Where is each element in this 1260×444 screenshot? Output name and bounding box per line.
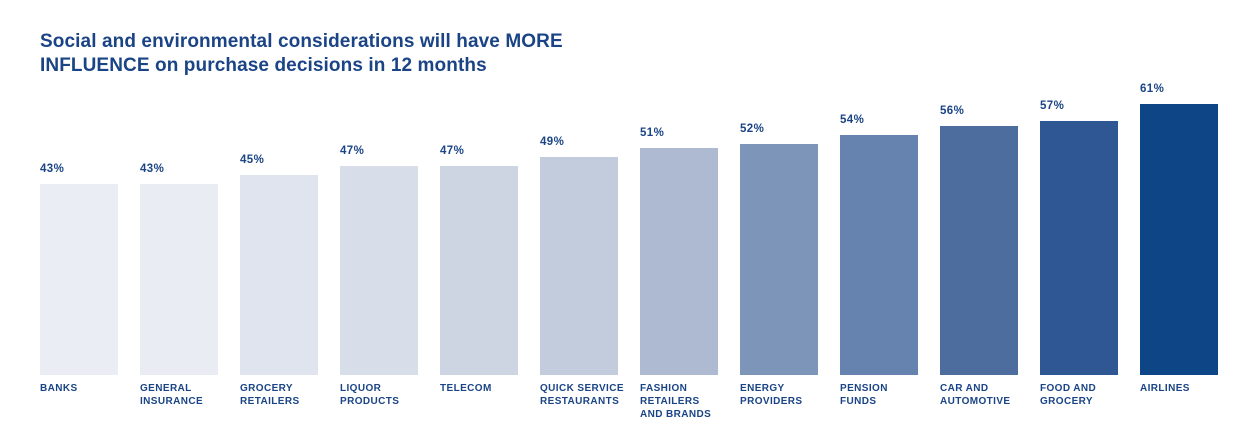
bar-category-label: TELECOM <box>440 383 492 394</box>
bar-category-label: AIRLINES <box>1140 383 1190 394</box>
bar <box>540 157 618 375</box>
bar-value-label: 49% <box>540 136 565 148</box>
bar <box>1040 121 1118 375</box>
bar-group: 61% AIRLINES <box>1140 83 1218 394</box>
bar <box>940 126 1018 375</box>
bar-value-label: 43% <box>140 163 165 175</box>
bar-value-label: 56% <box>940 105 965 117</box>
bar <box>340 166 418 375</box>
bar-category-label: LIQUOR PRODUCTS <box>340 383 400 407</box>
bar-value-label: 47% <box>440 145 465 157</box>
bar-group: 45% GROCERY RETAILERS <box>240 85 318 407</box>
bar <box>240 175 318 375</box>
bar-category-label: BANKS <box>40 383 78 394</box>
bar-group: 52% ENERGY PROVIDERS <box>740 85 818 407</box>
bar-value-label: 51% <box>640 127 665 139</box>
bar-category-label: FOOD AND GROCERY <box>1040 383 1097 407</box>
bar <box>840 135 918 375</box>
bar-group: 56% CAR AND AUTOMOTIVE <box>940 85 1018 407</box>
chart-title: Social and environmental considerations … <box>40 31 563 76</box>
bar-group: 43% BANKS <box>40 85 118 394</box>
bar-category-label: PENSION FUNDS <box>840 383 888 407</box>
bar-group: 47% TELECOM <box>440 85 518 394</box>
bar-value-label: 43% <box>40 163 65 175</box>
bar-chart: 43% BANKS 43% GENERAL INSURANCE 45% GROCERY R… <box>40 83 1218 420</box>
bar-category-label: GROCERY RETAILERS <box>240 383 300 407</box>
bar <box>440 166 518 375</box>
bar-category-label: CAR AND AUTOMOTIVE <box>940 383 1011 407</box>
bar-value-label: 52% <box>740 123 765 135</box>
bar-group: 47% LIQUOR PRODUCTS <box>340 85 418 407</box>
bar <box>140 184 218 375</box>
bar-value-label: 45% <box>240 154 265 166</box>
bar-value-label: 61% <box>1140 83 1165 95</box>
bar-category-label: FASHION RETAILERS AND BRANDS <box>640 383 712 420</box>
bar-group: 54% PENSION FUNDS <box>840 85 918 407</box>
bar-category-label: QUICK SERVICE RESTAURANTS <box>540 383 624 407</box>
bar-group: 49% QUICK SERVICE RESTAURANTS <box>540 85 624 407</box>
bar <box>40 184 118 375</box>
bar-group: 57% FOOD AND GROCERY <box>1040 85 1118 407</box>
bar-category-label: GENERAL INSURANCE <box>140 383 204 407</box>
bar-group: 51% FASHION RETAILERS AND BRANDS <box>640 85 718 420</box>
bar-value-label: 47% <box>340 145 365 157</box>
bar <box>740 144 818 375</box>
bar <box>640 148 718 375</box>
bar-group: 43% GENERAL INSURANCE <box>140 85 218 407</box>
bar-value-label: 54% <box>840 114 865 126</box>
bar-value-label: 57% <box>1040 100 1065 112</box>
bar <box>1140 104 1218 375</box>
bar-category-label: ENERGY PROVIDERS <box>740 383 803 407</box>
